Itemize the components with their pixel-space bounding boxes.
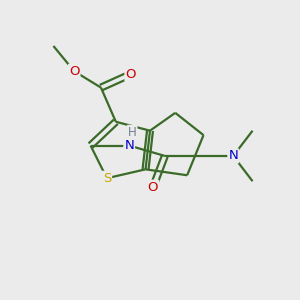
Text: O: O xyxy=(125,68,136,81)
Text: O: O xyxy=(148,181,158,194)
Text: S: S xyxy=(103,172,111,185)
Text: H: H xyxy=(128,126,136,139)
Text: N: N xyxy=(228,149,238,162)
Text: O: O xyxy=(69,65,80,78)
Text: N: N xyxy=(124,139,134,152)
